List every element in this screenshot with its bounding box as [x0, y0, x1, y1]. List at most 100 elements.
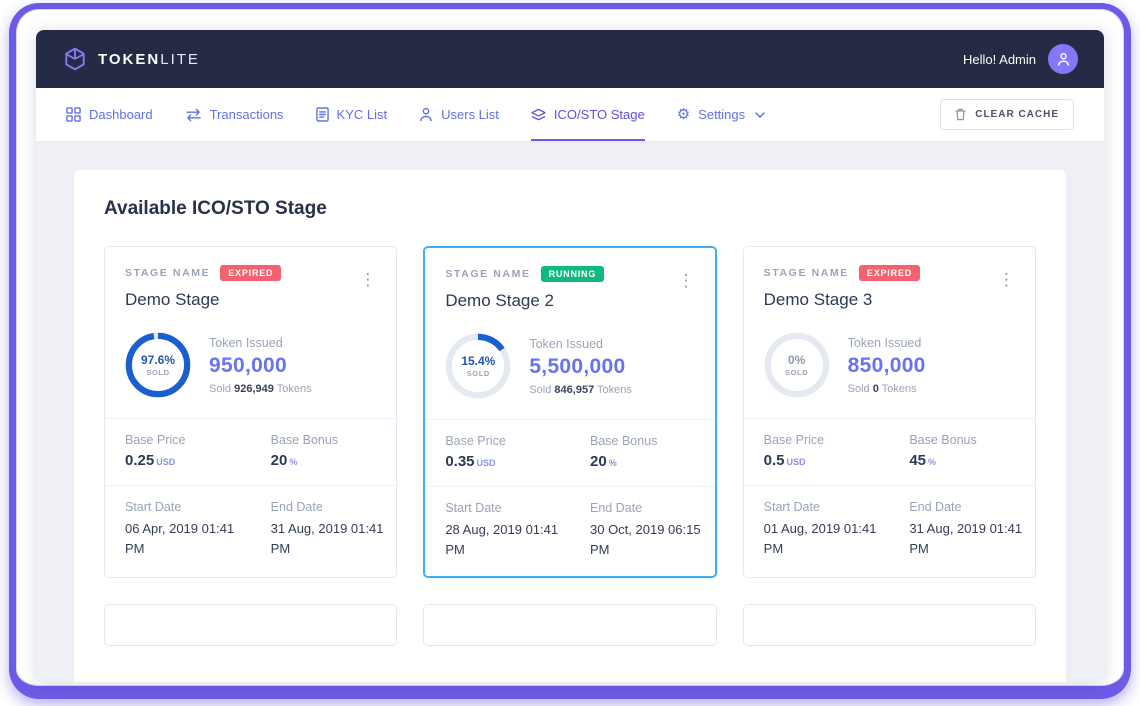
admin-avatar[interactable]: [1048, 44, 1078, 74]
brand-bold: TOKEN: [98, 50, 161, 68]
sold-amount: 846,957: [554, 383, 595, 396]
tokens-suffix: Tokens: [597, 383, 632, 396]
clear-cache-button[interactable]: CLEAR CACHE: [940, 99, 1074, 130]
nav-item-users-list[interactable]: Users List: [419, 88, 499, 141]
cube-logo-icon: [65, 47, 85, 71]
stage-name: Demo Stage 3: [763, 290, 873, 309]
stage-name: Demo Stage: [125, 290, 220, 309]
card-menu-button[interactable]: ⋮: [998, 270, 1015, 289]
sold-line: Sold 846,957 Tokens: [529, 384, 632, 396]
status-badge: EXPIRED: [858, 265, 921, 281]
base-bonus-label: Base Bonus: [909, 433, 977, 447]
content-area: Available ICO/STO Stage STAGE NAME EXPIR…: [36, 142, 1104, 682]
nav-item-ico-sto-stage[interactable]: ICO/STO Stage: [530, 88, 645, 141]
sold-amount: 0: [872, 382, 879, 395]
base-bonus-value: 45: [909, 452, 927, 469]
token-section: 97.6% SOLD Token Issued 950,000 Sold 926…: [105, 322, 396, 418]
start-date-label: Start Date: [125, 500, 182, 514]
sold-prefix: Sold: [529, 383, 552, 396]
sold-line: Sold 0 Tokens: [848, 383, 926, 395]
token-issued-value: 950,000: [209, 353, 288, 377]
sold-prefix: Sold: [847, 382, 870, 395]
gear-icon: ⚙: [676, 106, 691, 123]
stage-card-partial: [423, 604, 717, 647]
token-section: 15.4% SOLD Token Issued 5,500,000 Sold 8…: [425, 323, 714, 419]
sold-percent: 97.6%: [140, 353, 176, 367]
nav-label: ICO/STO Stage: [553, 107, 645, 122]
base-bonus-label: Base Bonus: [270, 433, 339, 447]
start-date-label: Start Date: [445, 501, 502, 515]
greeting-text: Hello! Admin: [963, 51, 1036, 67]
users-icon: [420, 107, 432, 122]
brand-light: LITE: [160, 50, 200, 68]
stage-name-label: STAGE NAME: [125, 267, 211, 279]
trash-icon: [955, 108, 966, 121]
sold-line: Sold 926,949 Tokens: [209, 383, 312, 395]
token-issued-label: Token Issued: [209, 335, 283, 350]
base-bonus-value: 20: [590, 453, 607, 470]
token-issued-label: Token Issued: [529, 336, 603, 351]
base-price-label: Base Price: [763, 433, 825, 447]
token-info: Token Issued 950,000 Sold 926,949 Tokens: [209, 336, 312, 395]
dashboard-grid-icon: [66, 107, 81, 122]
nav-label: KYC List: [336, 107, 388, 122]
card-head: STAGE NAME RUNNING ⋮ Demo Stage 2: [425, 248, 714, 323]
sold-amount: 926,949: [234, 382, 274, 395]
end-date-value: 31 Aug, 2019 01:41 PM: [270, 521, 384, 557]
base-price-value: 0.35: [445, 453, 475, 470]
nav-item-transactions[interactable]: Transactions: [185, 88, 284, 141]
sold-percent: 15.4%: [461, 354, 496, 368]
status-badge: RUNNING: [540, 266, 605, 282]
tokens-suffix: Tokens: [881, 382, 917, 395]
stage-name: Demo Stage 2: [445, 291, 555, 310]
app-header: TOKENLITE Hello! Admin: [36, 30, 1104, 88]
stage-card-partial: [104, 604, 398, 647]
tokens-suffix: Tokens: [276, 382, 312, 395]
token-issued-label: Token Issued: [847, 335, 922, 350]
nav-label: Settings: [698, 107, 746, 122]
sold-caption: SOLD: [785, 368, 809, 377]
end-date-value: 31 Aug, 2019 01:41 PM: [909, 521, 1023, 557]
dates-section: Start Date 06 Apr, 2019 01:41 PM End Dat…: [105, 485, 397, 575]
user-avatar-icon: [1057, 52, 1069, 66]
stage-card-active: STAGE NAME RUNNING ⋮ Demo Stage 2: [423, 246, 717, 579]
sold-donut-chart: 97.6% SOLD: [125, 332, 191, 398]
price-section: Base Price 0.25 USD Base Bonus 20%: [105, 418, 397, 485]
base-bonus-unit: %: [608, 458, 617, 468]
sold-percent: 0%: [787, 353, 806, 367]
app-window: TOKENLITE Hello! Admin Dashboard: [36, 30, 1104, 682]
base-bonus-label: Base Bonus: [590, 434, 658, 448]
end-date-value: 30 Oct, 2019 06:15 PM: [590, 522, 701, 558]
stage-card: STAGE NAME EXPIRED ⋮ Demo Stage: [104, 246, 398, 579]
base-bonus-unit: %: [289, 457, 298, 467]
token-info: Token Issued 850,000 Sold 0 Tokens: [848, 336, 926, 395]
stage-card-partial: [742, 604, 1036, 647]
nav-item-dashboard[interactable]: Dashboard: [66, 88, 153, 141]
card-head: STAGE NAME EXPIRED ⋮ Demo Stage: [105, 247, 396, 322]
sold-donut-chart: 15.4% SOLD: [445, 333, 511, 399]
main-nav: Dashboard Transactions KYC List Users Li…: [36, 88, 1104, 142]
sold-caption: SOLD: [146, 368, 170, 377]
base-price-unit: USD: [786, 457, 806, 467]
stage-card-grid-row2: [104, 604, 1036, 647]
nav-item-kyc-list[interactable]: KYC List: [315, 88, 388, 141]
card-menu-button[interactable]: ⋮: [359, 270, 377, 289]
nav-label: Transactions: [209, 107, 284, 122]
stage-card-grid: STAGE NAME EXPIRED ⋮ Demo Stage: [104, 246, 1036, 579]
nav-item-settings[interactable]: ⚙ Settings: [677, 88, 765, 141]
page-title: Available ICO/STO Stage: [104, 198, 327, 219]
card-menu-button[interactable]: ⋮: [677, 271, 695, 290]
stage-name-label: STAGE NAME: [763, 267, 849, 279]
brand-logo[interactable]: TOKENLITE: [62, 46, 200, 72]
kyc-list-icon: [315, 107, 329, 122]
base-price-label: Base Price: [445, 434, 506, 448]
base-bonus-unit: %: [928, 457, 937, 467]
end-date-label: End Date: [270, 500, 323, 514]
status-badge: EXPIRED: [220, 265, 282, 281]
start-date-value: 06 Apr, 2019 01:41 PM: [125, 521, 235, 557]
token-issued-value: 850,000: [847, 353, 926, 377]
base-price-value: 0.5: [763, 452, 785, 469]
base-price-unit: USD: [156, 457, 176, 467]
transactions-arrows-icon: [185, 108, 201, 121]
